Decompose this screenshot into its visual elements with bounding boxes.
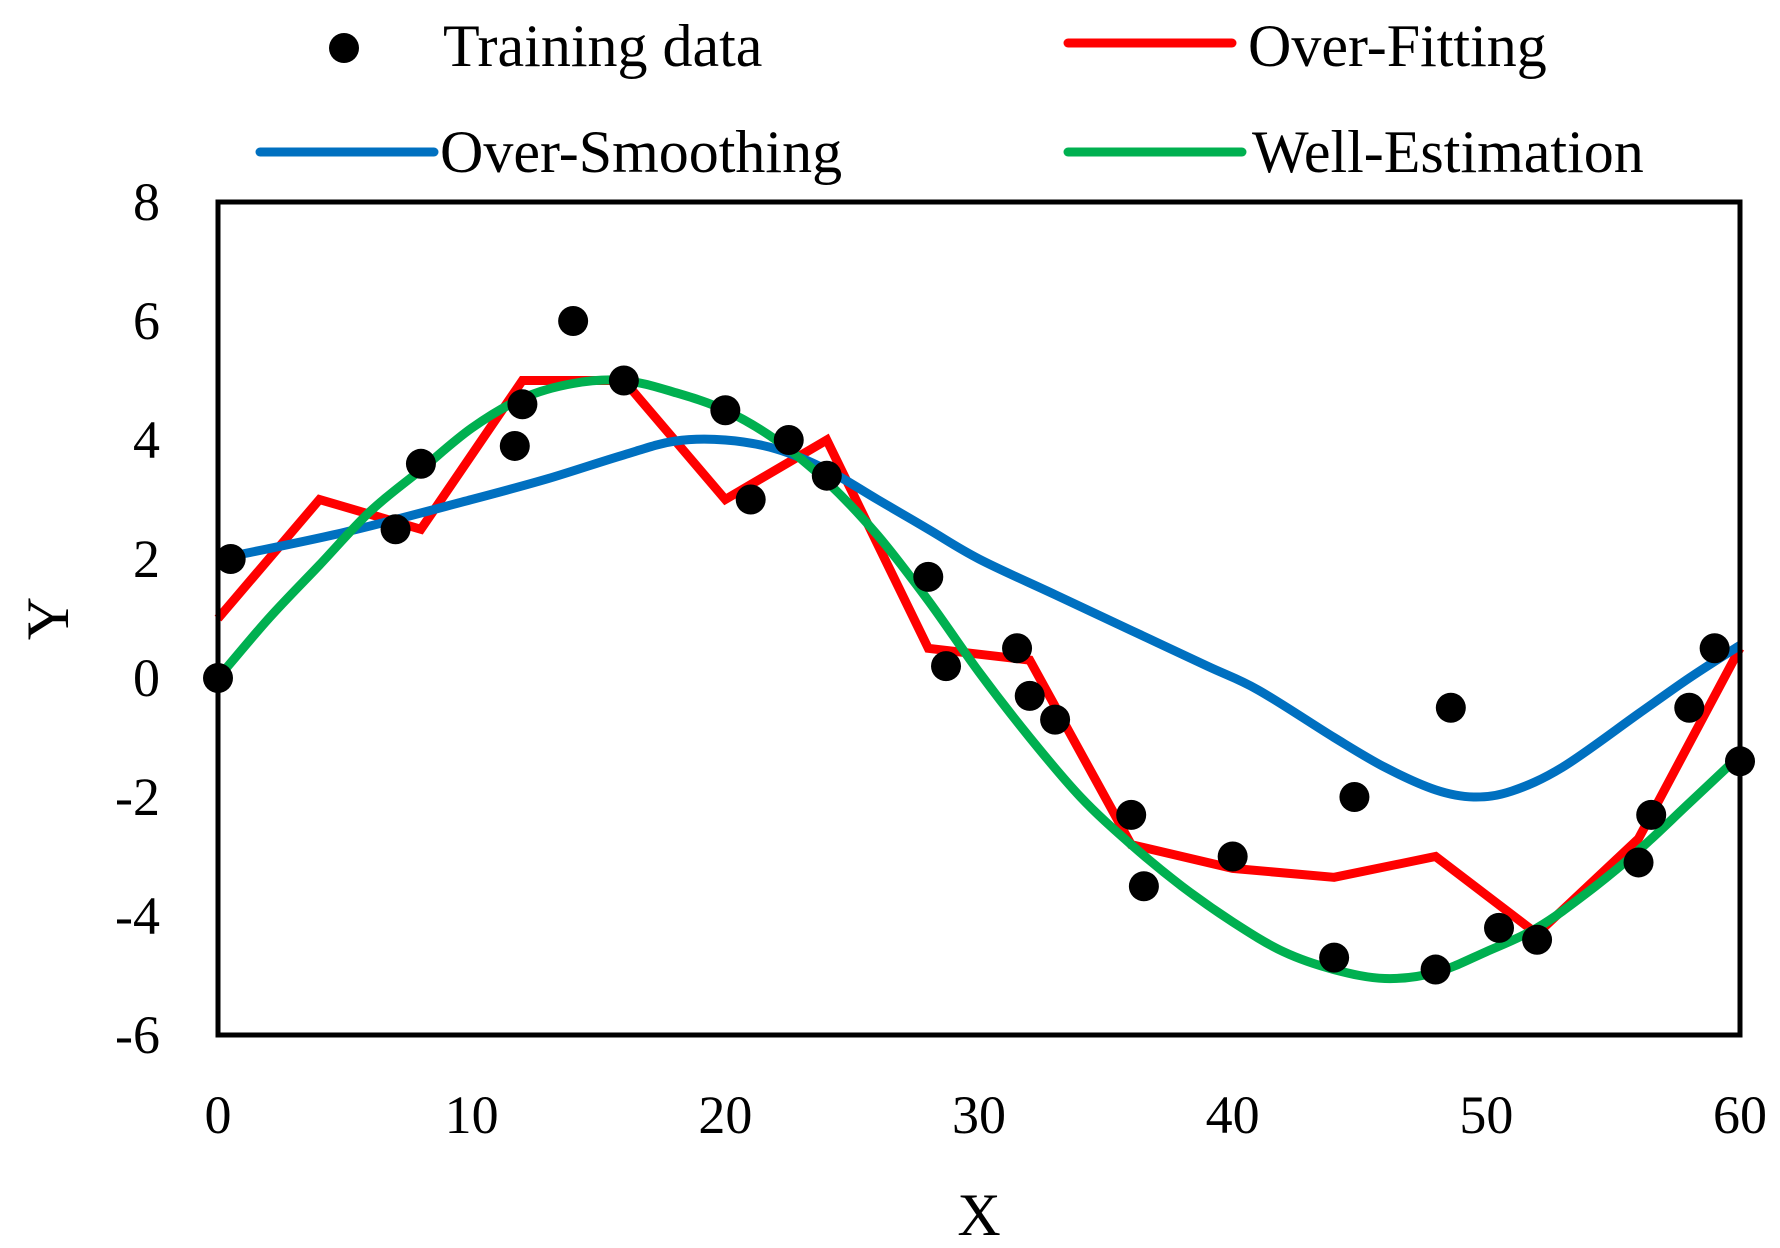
training-data-point <box>507 389 538 420</box>
training-data-point <box>1040 704 1071 735</box>
training-data-point <box>1319 942 1350 973</box>
x-tick-label: 0 <box>205 1085 232 1145</box>
x-tick-label: 60 <box>1713 1085 1767 1145</box>
plot-area <box>203 199 1755 1038</box>
x-tick-label: 50 <box>1459 1085 1513 1145</box>
training-data-point <box>1623 847 1654 878</box>
y-axis-label: Y <box>15 597 81 640</box>
training-data-point <box>1002 633 1033 664</box>
x-axis-ticks: 0 10 20 30 40 50 60 <box>205 1085 1768 1145</box>
training-data-point <box>735 484 766 515</box>
legend-label: Over-Smoothing <box>440 119 842 185</box>
training-data-point <box>1484 912 1515 943</box>
over-fitting-line <box>214 376 1744 940</box>
training-data-point <box>1522 924 1553 955</box>
y-axis-ticks: -6 -4 -2 0 2 4 6 8 <box>115 172 160 1065</box>
series-lines <box>214 375 1744 984</box>
training-data-point <box>1116 799 1147 830</box>
well-estimation-line <box>214 375 1744 984</box>
legend-label: Well-Estimation <box>1252 119 1644 185</box>
y-tick-label: 6 <box>133 291 160 351</box>
training-data-point <box>1674 692 1705 723</box>
training-data-point <box>499 430 530 461</box>
training-data-point <box>558 306 589 336</box>
legend-item-over-fitting: Over-Fitting <box>1063 13 1547 79</box>
training-data-point <box>215 544 246 574</box>
training-data-point <box>1699 633 1730 664</box>
training-data-point <box>1014 680 1045 711</box>
training-data-point <box>710 395 741 426</box>
legend: Training data Over-Fitting Over-Smoothing W… <box>255 13 1644 185</box>
plot-frame <box>215 199 1743 1038</box>
y-tick-label: 4 <box>133 410 160 470</box>
x-tick-label: 20 <box>698 1085 752 1145</box>
training-data-point <box>1339 782 1370 812</box>
x-axis-label: X <box>957 1182 1000 1248</box>
x-tick-label: 30 <box>952 1085 1006 1145</box>
y-tick-label: 0 <box>133 648 160 708</box>
training-data-point <box>1435 692 1466 723</box>
training-data-point <box>913 561 944 592</box>
legend-item-well-estimation: Well-Estimation <box>1063 119 1644 185</box>
training-data-point <box>1217 841 1248 872</box>
y-tick-label: 2 <box>133 529 160 589</box>
training-data-point <box>1420 954 1451 985</box>
legend-item-over-smoothing: Over-Smoothing <box>255 119 842 185</box>
y-tick-label: -2 <box>115 767 160 827</box>
legend-marker <box>329 33 359 63</box>
training-data-point <box>811 460 842 491</box>
legend-label: Training data <box>443 13 762 79</box>
x-tick-label: 40 <box>1206 1085 1260 1145</box>
training-data-point <box>773 425 804 455</box>
x-tick-label: 10 <box>445 1085 499 1145</box>
y-tick-label: -6 <box>115 1005 160 1065</box>
y-tick-label: 8 <box>133 172 160 232</box>
over-smoothing-line <box>217 434 1743 802</box>
training-data-point <box>380 514 411 545</box>
training-data-point <box>1128 871 1159 902</box>
legend-item-training-data: Training data <box>329 13 762 79</box>
training-data-point <box>405 448 436 479</box>
y-tick-label: -4 <box>115 886 160 946</box>
legend-label: Over-Fitting <box>1248 13 1547 79</box>
training-data-point <box>608 365 639 396</box>
training-data-point <box>931 651 962 682</box>
training-data-point <box>1636 799 1667 830</box>
